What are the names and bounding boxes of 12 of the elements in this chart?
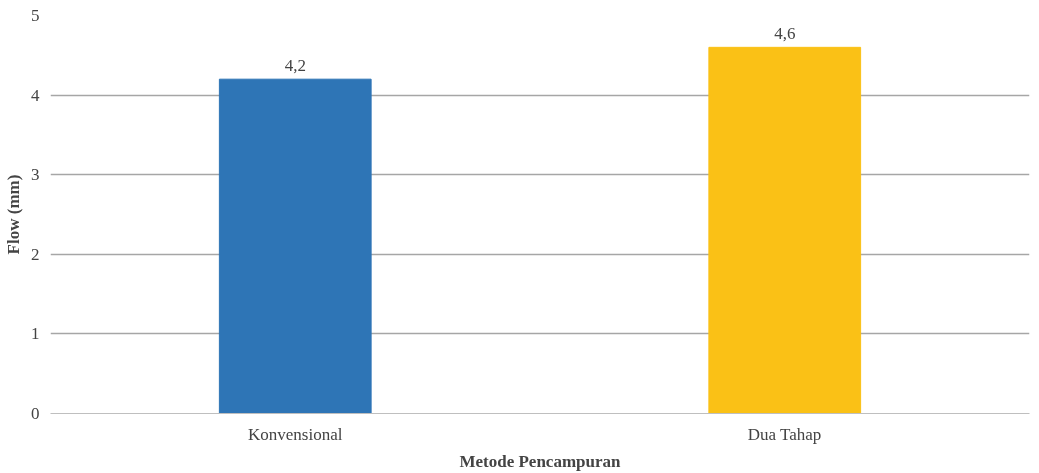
- y-tick-label: 2: [31, 244, 40, 264]
- x-tick-label: Dua Tahap: [747, 424, 822, 444]
- y-tick-label: 1: [31, 324, 40, 344]
- y-tick-label: 5: [31, 6, 40, 25]
- y-tick-label: 3: [31, 165, 40, 185]
- y-tick-label: 4: [31, 85, 40, 105]
- data-label: 4,2: [284, 56, 306, 76]
- x-tick-label: Konvensional: [248, 424, 343, 444]
- x-axis-title: Metode Pencampuran: [459, 451, 622, 471]
- data-label: 4,6: [774, 24, 796, 44]
- y-tick-label: 0: [31, 404, 40, 423]
- y-axis-title: Flow (mm): [4, 174, 23, 255]
